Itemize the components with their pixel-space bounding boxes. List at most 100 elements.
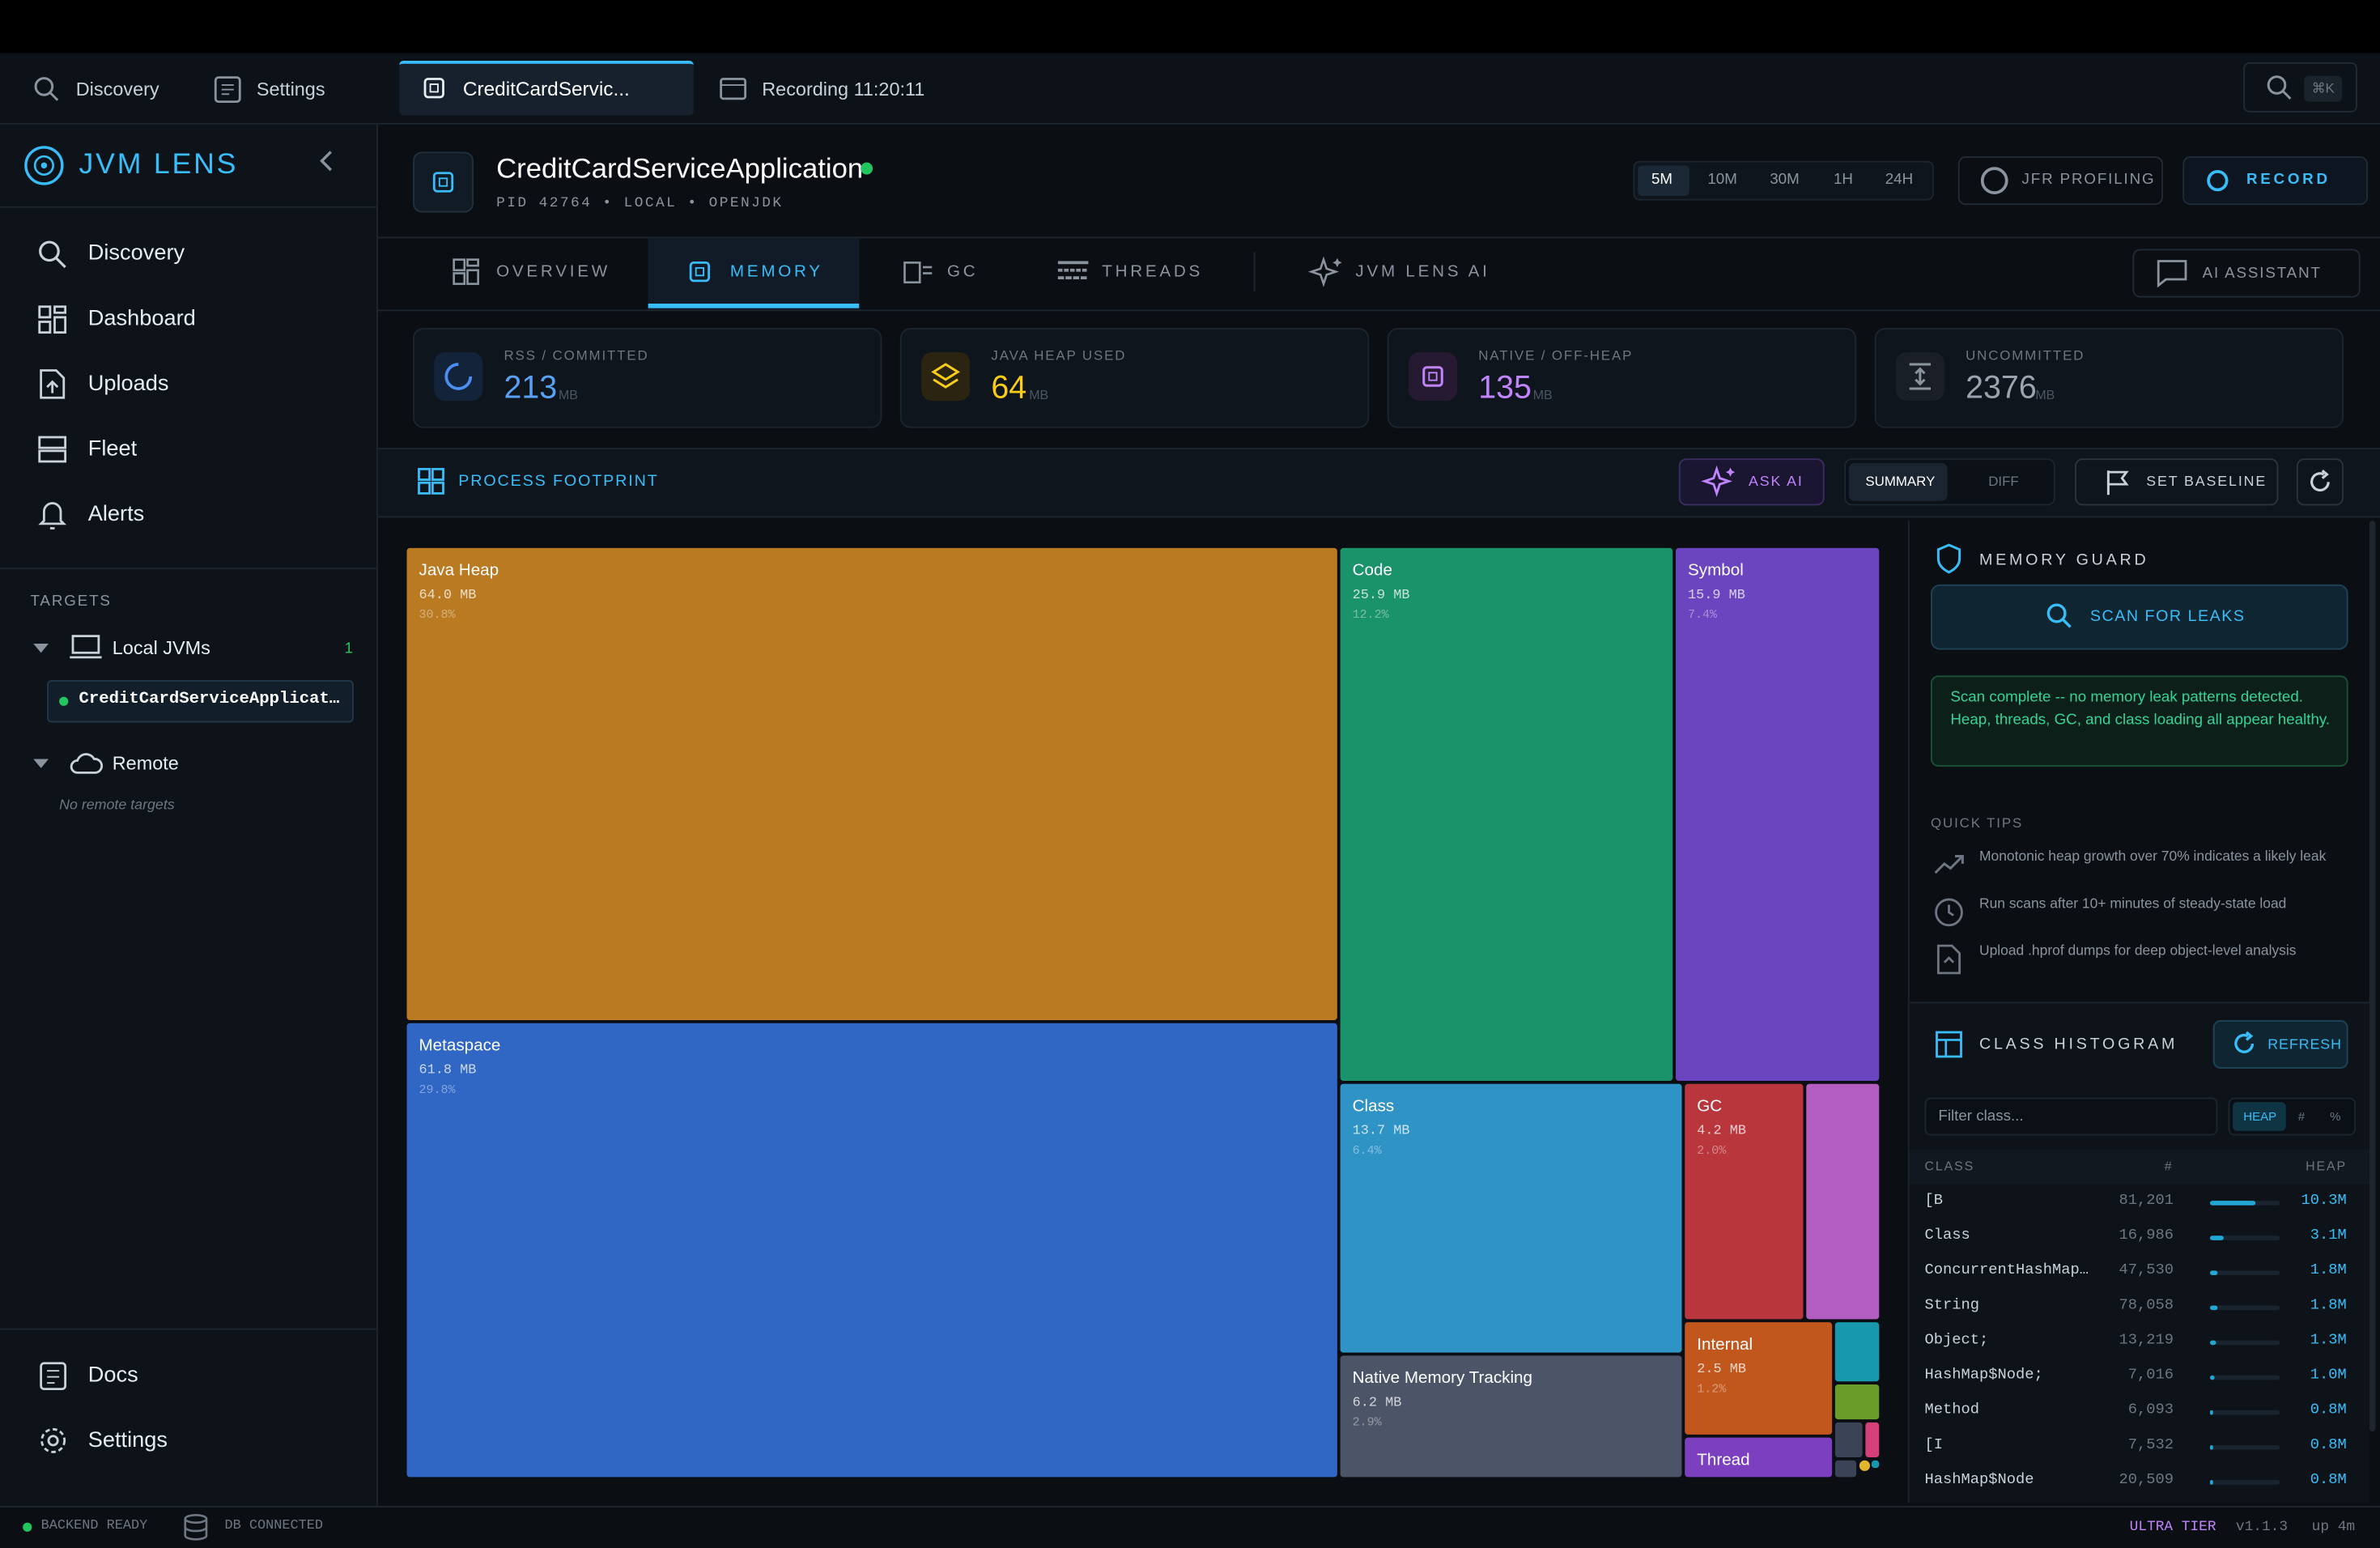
baseline-label[interactable]: SET BASELINE <box>2146 474 2267 491</box>
treemap-tile[interactable]: GC 4.2 MB 2.0% <box>1685 1083 1804 1320</box>
caret[interactable] <box>33 644 49 654</box>
brand: JVM LENS <box>79 148 239 181</box>
treemap-tile[interactable] <box>1871 1460 1880 1469</box>
ask-ai-label[interactable]: ASK AI <box>1749 474 1804 491</box>
sort-option[interactable]: HEAP <box>2243 1109 2277 1124</box>
sidebar <box>0 124 378 1506</box>
tile-name: Code <box>1352 561 1392 580</box>
treemap-tile[interactable] <box>1834 1422 1863 1457</box>
mode-option[interactable]: SUMMARY <box>1865 474 1936 489</box>
jfr-button[interactable] <box>1957 156 2163 206</box>
mode-option[interactable]: DIFF <box>1988 474 2019 489</box>
scan-button[interactable] <box>1931 584 2348 650</box>
filter-input[interactable] <box>1924 1097 2218 1136</box>
target-name[interactable]: CreditCardServiceApplicat… <box>79 691 340 709</box>
tile-name: Thread <box>1697 1451 1750 1470</box>
instance-count: 7,532 <box>2127 1437 2174 1455</box>
tile-size: 15.9 MB <box>1688 587 1745 603</box>
target-item[interactable] <box>47 680 354 723</box>
tile-size: 4.2 MB <box>1697 1123 1747 1139</box>
divider <box>377 236 2380 239</box>
treemap-tile[interactable]: Thread <box>1685 1437 1833 1478</box>
remote-empty: No remote targets <box>59 797 175 814</box>
bar-track <box>2210 1480 2280 1485</box>
treemap-tile[interactable]: Metaspace 61.8 MB 29.8% <box>406 1023 1337 1478</box>
assistant-button[interactable] <box>2132 249 2361 298</box>
filter-placeholder[interactable]: Filter class... <box>1938 1108 2024 1125</box>
heap-size: 10.3M <box>2301 1193 2347 1210</box>
treemap-tile[interactable]: Internal 2.5 MB 1.2% <box>1685 1322 1833 1435</box>
nav-item[interactable]: Dashboard <box>87 306 196 331</box>
range-option[interactable]: 1H <box>1834 171 1853 189</box>
treemap-tile[interactable] <box>1834 1322 1880 1382</box>
sort-option[interactable]: % <box>2330 1109 2341 1124</box>
refresh-label[interactable]: REFRESH <box>2267 1036 2342 1054</box>
range-option[interactable]: 10M <box>1707 171 1737 189</box>
record-label[interactable]: RECORD <box>2246 171 2331 189</box>
treemap-tile[interactable]: Native Memory Tracking 6.2 MB 2.9% <box>1340 1355 1682 1478</box>
reload-button[interactable] <box>2296 458 2344 506</box>
nav-icon <box>38 502 67 529</box>
ask-ai-button[interactable] <box>1678 458 1825 506</box>
treemap-tile[interactable] <box>1865 1422 1880 1457</box>
heap-size: 3.1M <box>2310 1227 2347 1245</box>
remote-label[interactable]: Remote <box>112 753 179 775</box>
range-option[interactable]: 30M <box>1770 171 1800 189</box>
tile-pct: 2.0% <box>1697 1144 1727 1159</box>
tile-name: Java Heap <box>419 561 499 580</box>
scan-label[interactable]: SCAN FOR LEAKS <box>2089 607 2246 626</box>
tab-recording[interactable]: Recording 11:20:11 <box>762 79 925 100</box>
scrollbar[interactable] <box>2369 521 2376 1432</box>
nav-item[interactable]: Discovery <box>87 241 185 266</box>
tab[interactable]: THREADS <box>1102 262 1204 281</box>
class-name: ConcurrentHashMap… <box>1924 1263 2089 1280</box>
tip-icon <box>1935 898 1963 927</box>
local-jvms[interactable]: Local JVMs <box>112 637 210 659</box>
tab-settings[interactable]: Settings <box>256 79 325 100</box>
tile-name: Native Memory Tracking <box>1352 1369 1532 1388</box>
tab-active[interactable] <box>399 61 694 116</box>
tab[interactable]: MEMORY <box>729 262 823 281</box>
laptop-icon <box>70 635 102 659</box>
collapse-icon[interactable] <box>317 151 336 172</box>
treemap-tile[interactable]: Code 25.9 MB 12.2% <box>1340 547 1673 1081</box>
footer-item[interactable]: Settings <box>87 1428 168 1453</box>
live-dot <box>861 162 873 175</box>
sort-option[interactable]: # <box>2297 1109 2306 1124</box>
heap-size: 0.8M <box>2310 1402 2347 1420</box>
tile-name: Internal <box>1697 1336 1753 1354</box>
class-name: [I <box>1924 1437 1944 1455</box>
tab-discovery[interactable]: Discovery <box>75 79 159 100</box>
instance-count: 6,093 <box>2127 1402 2174 1420</box>
assistant-label[interactable]: AI ASSISTANT <box>2202 266 2322 283</box>
baseline-button[interactable] <box>2075 458 2279 506</box>
tab[interactable]: GC <box>947 262 979 281</box>
table-icon <box>1936 1031 1962 1058</box>
nav-item[interactable]: Fleet <box>87 437 138 461</box>
jfr-label[interactable]: JFR PROFILING <box>2021 171 2156 189</box>
command-button[interactable] <box>2243 62 2357 113</box>
search-icon <box>34 77 59 101</box>
nav-item[interactable]: Uploads <box>87 372 169 397</box>
treemap-tile[interactable] <box>1834 1460 1857 1478</box>
range-option[interactable]: 24H <box>1885 171 1914 189</box>
recording-icon <box>720 78 747 100</box>
treemap-tile[interactable]: Java Heap 64.0 MB 30.8% <box>406 547 1337 1020</box>
window-top <box>0 0 2380 53</box>
treemap-tile[interactable] <box>1806 1083 1880 1320</box>
range-option[interactable]: 5M <box>1651 171 1673 189</box>
scan-result <box>1931 675 2348 767</box>
tip: Run scans after 10+ minutes of steady-st… <box>1979 895 2287 911</box>
nav-item[interactable]: Alerts <box>87 502 145 527</box>
tab[interactable]: OVERVIEW <box>496 262 610 281</box>
refresh-icon <box>2234 1031 2255 1053</box>
tab-bar <box>0 53 2380 125</box>
treemap-tile[interactable] <box>1834 1384 1880 1420</box>
treemap-tile[interactable] <box>1859 1460 1870 1471</box>
treemap-tile[interactable]: Symbol 15.9 MB 7.4% <box>1676 547 1880 1081</box>
footer-item[interactable]: Docs <box>87 1363 138 1388</box>
treemap-tile[interactable]: Class 13.7 MB 6.4% <box>1340 1083 1682 1353</box>
tab[interactable]: JVM LENS AI <box>1355 262 1490 281</box>
caret[interactable] <box>33 759 49 770</box>
tab-active-label[interactable]: CreditCardServic... <box>462 77 630 100</box>
